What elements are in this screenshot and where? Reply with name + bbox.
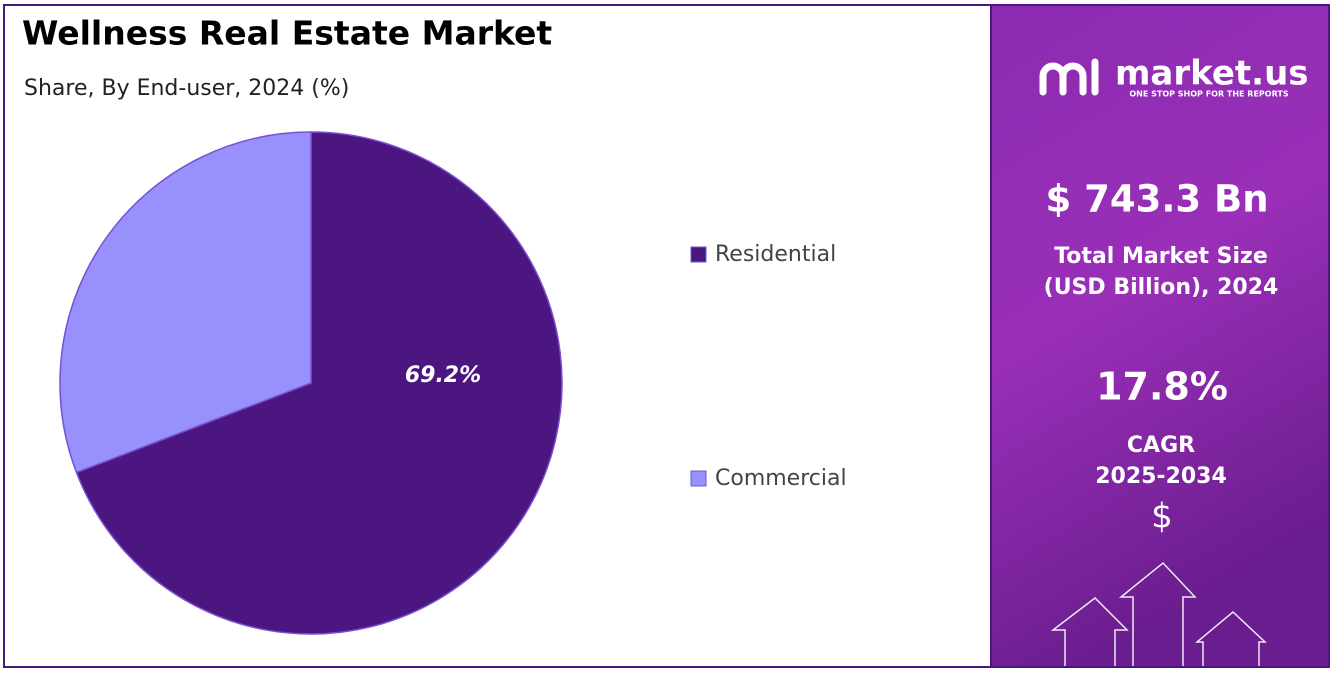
pie: 69.2% — [59, 131, 563, 635]
tagline: ONE STOP SHOP FOR THE REPORTS — [1129, 90, 1288, 99]
legend: Residential Commercial — [690, 242, 847, 491]
pie-slice — [59, 131, 312, 474]
brand: market.us — [1115, 54, 1309, 94]
cagr-label: CAGR — [1127, 433, 1195, 458]
chart-title: Wellness Real Estate Market — [22, 14, 552, 53]
currency-icon: $ — [1151, 497, 1173, 537]
legend-label: Commercial — [715, 466, 847, 491]
legend-swatch — [690, 246, 707, 263]
chart-subtitle: Share, By End-user, 2024 (%) — [24, 76, 349, 101]
market-size-label: (USD Billion), 2024 — [1044, 275, 1279, 300]
value-label: 69.2% — [405, 363, 481, 388]
pie-slice — [75, 131, 563, 635]
arrows — [1050, 561, 1267, 666]
legend-label: Residential — [715, 242, 836, 267]
market-size-label: Total Market Size — [1054, 244, 1268, 269]
legend-swatch — [690, 470, 707, 487]
logo — [1039, 58, 1099, 96]
market-size: $ 743.3 Bn — [1045, 178, 1268, 221]
cagr-period: 2025-2034 — [1095, 464, 1227, 489]
side-panel — [992, 6, 1328, 666]
cagr-value: 17.8% — [1096, 365, 1228, 409]
